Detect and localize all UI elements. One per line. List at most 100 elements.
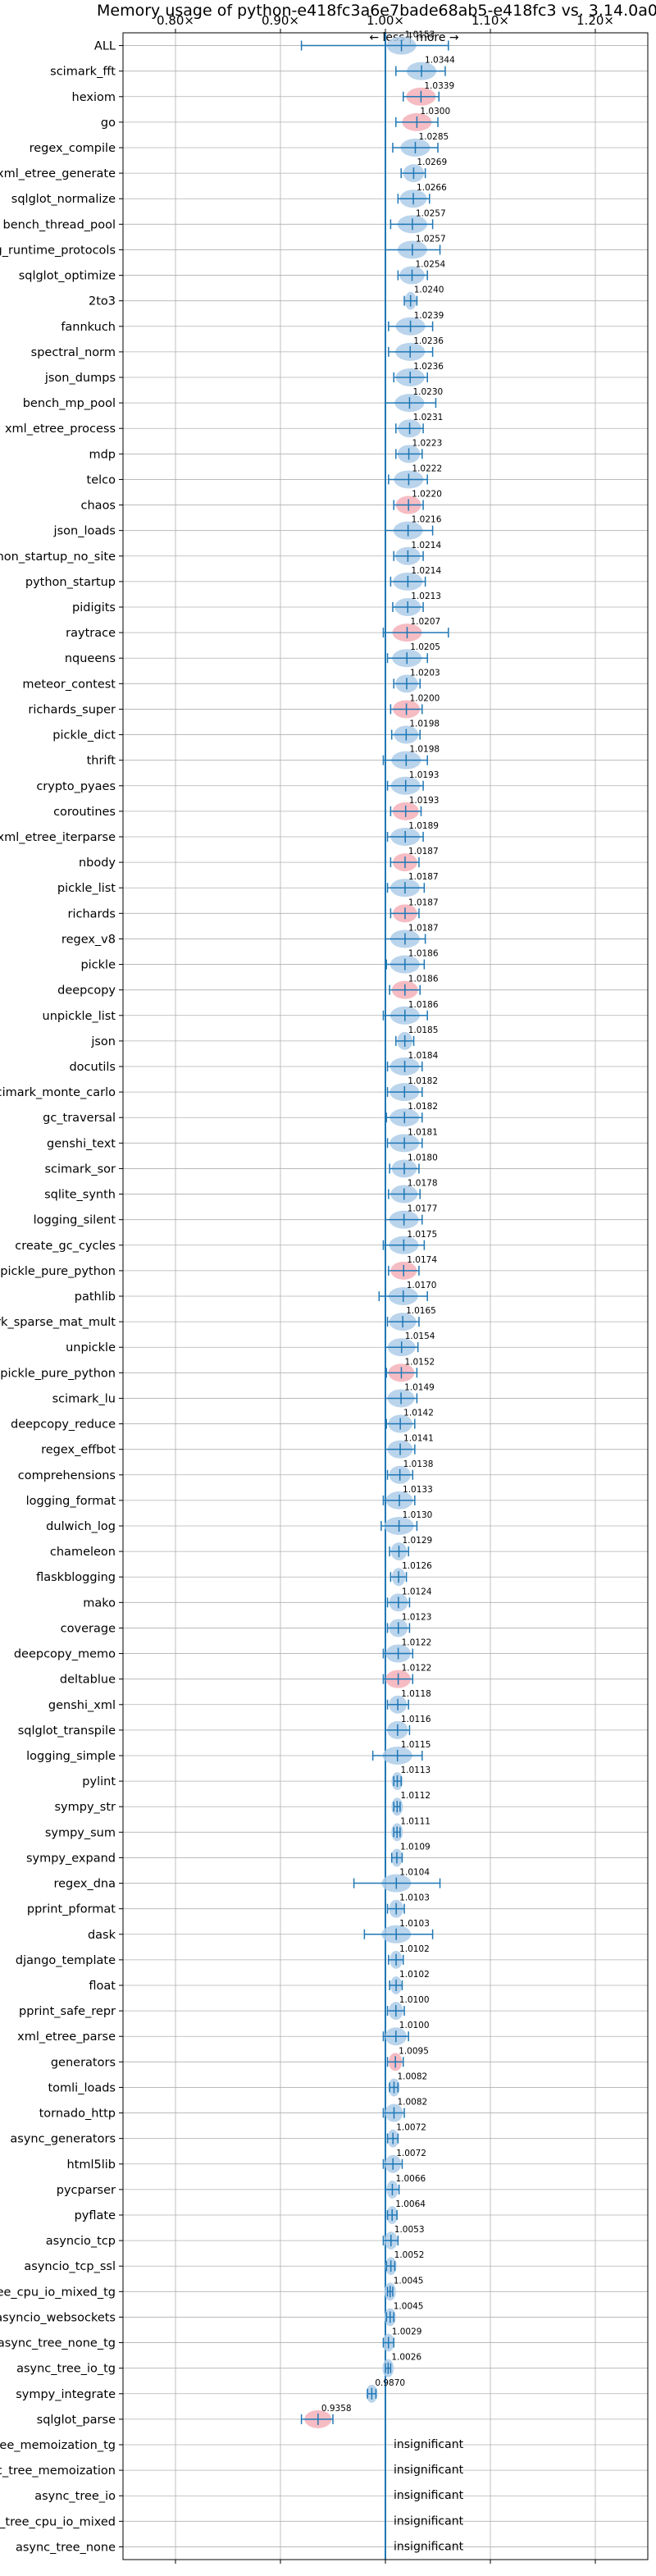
category-label: pyflate (75, 2209, 116, 2222)
data-label: 1.0170 (407, 1281, 437, 1290)
data-label: 1.0339 (424, 81, 454, 91)
category-label: nqueens (65, 652, 116, 665)
category-label: scimark_sparse_mat_mult (0, 1316, 116, 1329)
category-label: async_tree_none (16, 2541, 116, 2554)
category-label: sympy_integrate (16, 2388, 116, 2401)
data-label: 1.0257 (416, 234, 446, 244)
data-label: 1.0029 (392, 2327, 422, 2337)
x-tick-label-top: 1.00× (367, 13, 404, 28)
data-label: 1.0104 (399, 1868, 430, 1878)
category-label: tornado_http (39, 2108, 116, 2121)
data-label: 1.0072 (396, 2123, 426, 2133)
data-label: 1.0118 (401, 1689, 431, 1699)
category-label: deepcopy_memo (14, 1648, 116, 1661)
data-label: 1.0187 (408, 847, 439, 856)
category-label: regex_effbot (41, 1444, 116, 1457)
data-label: 1.0175 (407, 1230, 437, 1240)
category-label: coroutines (53, 806, 116, 819)
data-label: 1.0220 (412, 490, 442, 500)
data-label: 1.0186 (408, 1000, 439, 1010)
category-label: async_tree_none_tg (0, 2337, 116, 2350)
data-label: 1.0124 (402, 1587, 432, 1596)
data-label: 1.0064 (395, 2199, 426, 2209)
insignificant-label: insignificant (394, 2489, 464, 2502)
insignificant-label: insignificant (394, 2514, 464, 2528)
row-layer: 1.0153 1.0344 1.0339 1.0300 1.0285 1.0269 1.02… (300, 30, 464, 2560)
data-label: 1.0045 (394, 2301, 424, 2311)
category-label: create_gc_cycles (15, 1240, 116, 1253)
data-label: 1.0153 (405, 30, 435, 40)
category-label: sqlglot_normalize (11, 193, 116, 206)
category-label: telco (87, 473, 116, 486)
data-label: 1.0344 (425, 56, 455, 66)
category-label: pickle_dict (52, 729, 116, 742)
data-label: 1.0133 (403, 1485, 433, 1495)
data-label: 1.0103 (399, 1919, 430, 1929)
data-label: 1.0115 (401, 1740, 431, 1750)
category-label: thrift (87, 755, 116, 768)
category-label: chameleon (50, 1546, 116, 1559)
data-label: 1.0236 (413, 362, 444, 372)
category-label: coverage (61, 1622, 116, 1635)
category-label: asyncio_websockets (0, 2311, 116, 2324)
data-label: 1.0112 (400, 1791, 430, 1801)
data-label: 1.0239 (414, 311, 444, 321)
data-label: 1.0130 (403, 1510, 433, 1520)
category-label: async_tree_io_tg (16, 2363, 116, 2376)
category-label: logging_simple (26, 1750, 116, 1763)
data-label: 1.0165 (406, 1306, 436, 1316)
data-label: 1.0177 (408, 1204, 438, 1214)
data-label: 1.0149 (404, 1382, 435, 1392)
data-label: 1.0053 (394, 2225, 425, 2235)
category-label: sympy_str (55, 1801, 116, 1814)
data-label: 1.0052 (394, 2250, 425, 2260)
category-label: genshi_xml (48, 1699, 116, 1712)
category-label: logging_silent (34, 1214, 116, 1227)
category-label: spectral_norm (31, 346, 116, 359)
category-label: asyncio_tcp_ssl (24, 2260, 116, 2273)
category-label: unpickle_list (43, 1010, 116, 1023)
data-label: 1.0223 (412, 438, 443, 448)
category-label: typing_runtime_protocols (0, 244, 116, 257)
category-label: pycparser (57, 2184, 116, 2197)
category-label: raytrace (66, 627, 116, 640)
category-label: mako (83, 1596, 116, 1610)
data-label: 1.0102 (399, 1970, 430, 1980)
plot-frame (122, 32, 649, 2560)
data-label: 1.0254 (416, 260, 446, 270)
data-label: 1.0185 (408, 1025, 439, 1035)
data-label: 1.0182 (408, 1102, 438, 1112)
category-label: xml_etree_process (5, 422, 116, 436)
category-label: dulwich_log (46, 1520, 116, 1533)
data-label: 1.0186 (408, 975, 439, 984)
data-label: 1.0109 (400, 1842, 430, 1852)
data-label: 1.0198 (409, 745, 440, 755)
category-label: json_dumps (44, 372, 116, 385)
category-label: regex_compile (30, 142, 116, 155)
data-label: 1.0193 (409, 770, 440, 780)
category-label: python_startup_no_site (0, 550, 116, 564)
category-label: 2to3 (89, 295, 116, 308)
category-label: pickle_pure_python (0, 1265, 116, 1278)
category-label: scimark_monte_carlo (0, 1086, 116, 1099)
category-label: python_startup (25, 576, 116, 589)
data-label: 1.0200 (410, 693, 440, 703)
data-label: 1.0184 (408, 1051, 439, 1061)
category-label: fannkuch (61, 321, 116, 334)
data-label: 1.0141 (403, 1434, 434, 1444)
data-label: 1.0116 (401, 1715, 431, 1724)
data-label: 1.0187 (408, 872, 439, 882)
category-label: scimark_sor (44, 1162, 116, 1176)
data-label: 1.0072 (396, 2149, 426, 2158)
category-label: xml_etree_parse (17, 2030, 116, 2044)
category-label: pathlib (75, 1290, 116, 1304)
category-label: docutils (69, 1061, 116, 1074)
category-label: richards (67, 907, 116, 920)
data-label: 1.0231 (413, 413, 444, 422)
category-label: gc_traversal (43, 1112, 116, 1125)
category-label: crypto_pyaes (36, 780, 116, 793)
data-label: 1.0045 (394, 2276, 424, 2286)
category-label: regex_dna (53, 1878, 116, 1891)
category-label: async_tree_cpu_io_mixed (0, 2515, 116, 2528)
data-label: 1.0193 (409, 796, 440, 806)
